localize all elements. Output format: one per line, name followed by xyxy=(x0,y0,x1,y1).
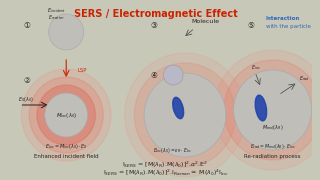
Text: Enhanced incident field: Enhanced incident field xyxy=(34,154,99,159)
Text: ②: ② xyxy=(24,75,31,84)
Text: Interaction: Interaction xyxy=(266,16,300,21)
Text: $E_{loc}(\lambda_0) = \epsilon_R \cdot E_{loc}$: $E_{loc}(\lambda_0) = \epsilon_R \cdot E… xyxy=(154,146,193,155)
Ellipse shape xyxy=(255,95,267,121)
Circle shape xyxy=(164,65,183,85)
Text: $E_{rad} = M_{mol}(\lambda_R) \cdot E_{loc}$: $E_{rad} = M_{mol}(\lambda_R) \cdot E_{l… xyxy=(250,142,296,151)
Text: $E_{inc}$: $E_{inc}$ xyxy=(251,63,261,72)
Text: $E_{scatter}$: $E_{scatter}$ xyxy=(48,13,65,22)
Text: $E_0(\lambda_0)$: $E_0(\lambda_0)$ xyxy=(18,95,34,104)
Circle shape xyxy=(124,53,245,177)
Circle shape xyxy=(21,69,111,161)
Text: LSP: LSP xyxy=(78,68,87,73)
Text: Molecule: Molecule xyxy=(192,19,220,24)
Text: ③: ③ xyxy=(150,21,157,30)
Circle shape xyxy=(144,73,226,157)
Circle shape xyxy=(224,60,320,160)
Text: ⑤: ⑤ xyxy=(248,21,255,30)
Ellipse shape xyxy=(173,97,184,119)
Text: I$_{SERS}$ = [M($\lambda_{R}$).M($\lambda_{0}$)]$^{2}$.I$_{Raman}$$\approx$ M($\: I$_{SERS}$ = [M($\lambda_{R}$).M($\lambd… xyxy=(103,168,228,178)
Circle shape xyxy=(29,77,103,153)
Circle shape xyxy=(49,14,84,50)
Circle shape xyxy=(45,93,88,137)
Text: $M_{loc}(\lambda_0)$: $M_{loc}(\lambda_0)$ xyxy=(56,111,77,120)
Circle shape xyxy=(234,70,312,150)
Text: ①: ① xyxy=(24,21,31,30)
Circle shape xyxy=(37,85,95,145)
Circle shape xyxy=(134,63,236,167)
Text: ④: ④ xyxy=(150,71,157,80)
Text: $E_{incident}$: $E_{incident}$ xyxy=(47,6,66,15)
Text: SERS / Electromagnetic Effect: SERS / Electromagnetic Effect xyxy=(74,9,238,19)
Text: $E_{rad}$: $E_{rad}$ xyxy=(299,74,310,83)
Text: with the particle: with the particle xyxy=(266,24,311,29)
Text: I$_{SERS}$ = [M($\lambda_{R}$).M($\lambda_{0}$)]$^{2}$.$\alpha^{2}$.E$^{2}$: I$_{SERS}$ = [M($\lambda_{R}$).M($\lambd… xyxy=(123,160,209,170)
Circle shape xyxy=(214,50,320,170)
Text: $M_{mol}(\lambda_R)$: $M_{mol}(\lambda_R)$ xyxy=(262,123,283,132)
Text: Re-radiation process: Re-radiation process xyxy=(244,154,301,159)
Text: $E_{loc} = M_{loc}(\lambda_0) \cdot E_0$: $E_{loc} = M_{loc}(\lambda_0) \cdot E_0$ xyxy=(45,142,88,151)
